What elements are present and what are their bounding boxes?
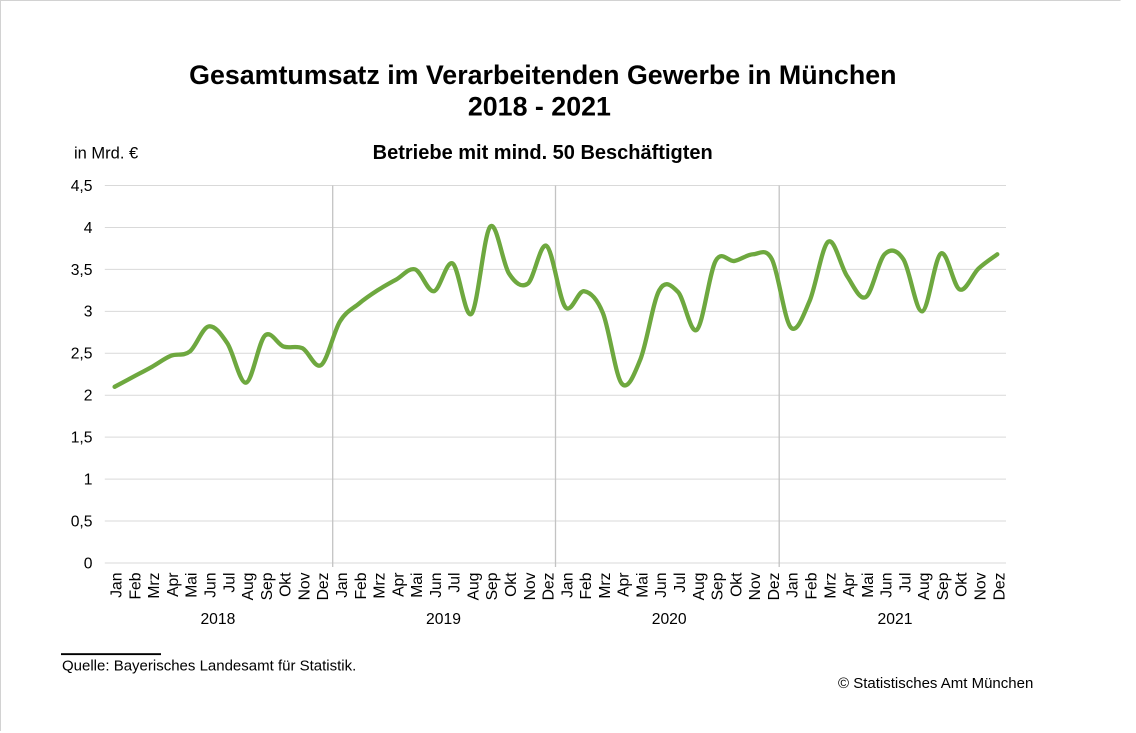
svg-text:Mrz: Mrz [146, 572, 163, 598]
svg-text:Dez: Dez [541, 572, 558, 600]
svg-text:Feb: Feb [127, 572, 144, 599]
svg-text:Feb: Feb [578, 572, 595, 599]
svg-text:Jul: Jul [447, 573, 464, 593]
svg-text:Mai: Mai [860, 573, 877, 598]
svg-text:Nov: Nov [296, 572, 313, 600]
svg-text:Apr: Apr [616, 573, 633, 597]
svg-text:Mai: Mai [184, 573, 201, 598]
svg-text:Jun: Jun [428, 573, 445, 598]
svg-text:4,5: 4,5 [71, 178, 93, 195]
svg-text:Sep: Sep [484, 572, 501, 600]
svg-text:© Statistisches Amt München: © Statistisches Amt München [838, 675, 1033, 692]
svg-text:Nov: Nov [747, 572, 764, 600]
svg-text:0: 0 [84, 555, 93, 572]
svg-text:Okt: Okt [503, 572, 520, 597]
svg-text:Okt: Okt [278, 572, 295, 597]
svg-text:Sep: Sep [935, 572, 952, 600]
svg-text:Jul: Jul [672, 573, 689, 593]
svg-text:2021: 2021 [878, 611, 913, 628]
svg-text:Mrz: Mrz [597, 572, 614, 598]
svg-text:Feb: Feb [353, 572, 370, 599]
svg-text:Dez: Dez [991, 572, 1008, 600]
svg-text:Apr: Apr [841, 573, 858, 597]
svg-text:Okt: Okt [728, 572, 745, 597]
svg-text:Jun: Jun [879, 573, 896, 598]
svg-text:Jul: Jul [897, 573, 914, 593]
svg-text:Jan: Jan [785, 573, 802, 598]
svg-text:Mrz: Mrz [372, 572, 389, 598]
svg-text:Jan: Jan [559, 573, 576, 598]
svg-text:Sep: Sep [259, 572, 276, 600]
svg-text:Sep: Sep [710, 572, 727, 600]
svg-text:Dez: Dez [766, 572, 783, 600]
svg-text:Mrz: Mrz [822, 572, 839, 598]
svg-text:Mai: Mai [409, 573, 426, 598]
svg-text:Quelle: Bayerisches Landesamt: Quelle: Bayerisches Landesamt für Statis… [62, 658, 356, 675]
svg-text:Betriebe mit mind. 50 Beschäft: Betriebe mit mind. 50 Beschäftigten [373, 142, 713, 164]
svg-text:Okt: Okt [954, 572, 971, 597]
svg-text:Feb: Feb [803, 572, 820, 599]
svg-text:2,5: 2,5 [71, 346, 93, 363]
svg-text:in Mrd. €: in Mrd. € [74, 145, 138, 163]
svg-text:2019: 2019 [426, 611, 461, 628]
svg-text:Mai: Mai [634, 573, 651, 598]
svg-text:1,5: 1,5 [71, 430, 93, 447]
svg-text:1: 1 [84, 472, 93, 489]
svg-text:2018 - 2021: 2018 - 2021 [468, 92, 611, 122]
svg-text:Apr: Apr [165, 573, 182, 597]
svg-text:Aug: Aug [240, 573, 257, 601]
svg-text:2018: 2018 [200, 611, 235, 628]
svg-text:Aug: Aug [916, 573, 933, 601]
svg-text:3,5: 3,5 [71, 262, 93, 279]
svg-text:Jun: Jun [653, 573, 670, 598]
svg-text:Jul: Jul [221, 573, 238, 593]
svg-text:2020: 2020 [652, 611, 687, 628]
svg-text:Jan: Jan [109, 573, 126, 598]
svg-text:4: 4 [84, 220, 93, 237]
svg-text:Gesamtumsatz im Verarbeitenden: Gesamtumsatz im Verarbeitenden Gewerbe i… [189, 60, 896, 90]
svg-text:Aug: Aug [465, 573, 482, 601]
svg-text:Nov: Nov [522, 572, 539, 600]
svg-text:Aug: Aug [691, 573, 708, 601]
svg-text:3: 3 [84, 304, 93, 321]
svg-text:0,5: 0,5 [71, 513, 93, 530]
svg-text:Dez: Dez [315, 572, 332, 600]
svg-text:Apr: Apr [390, 573, 407, 597]
svg-text:Nov: Nov [973, 572, 990, 600]
svg-text:2: 2 [84, 388, 93, 405]
svg-text:Jun: Jun [203, 573, 220, 598]
svg-text:Jan: Jan [334, 573, 351, 598]
